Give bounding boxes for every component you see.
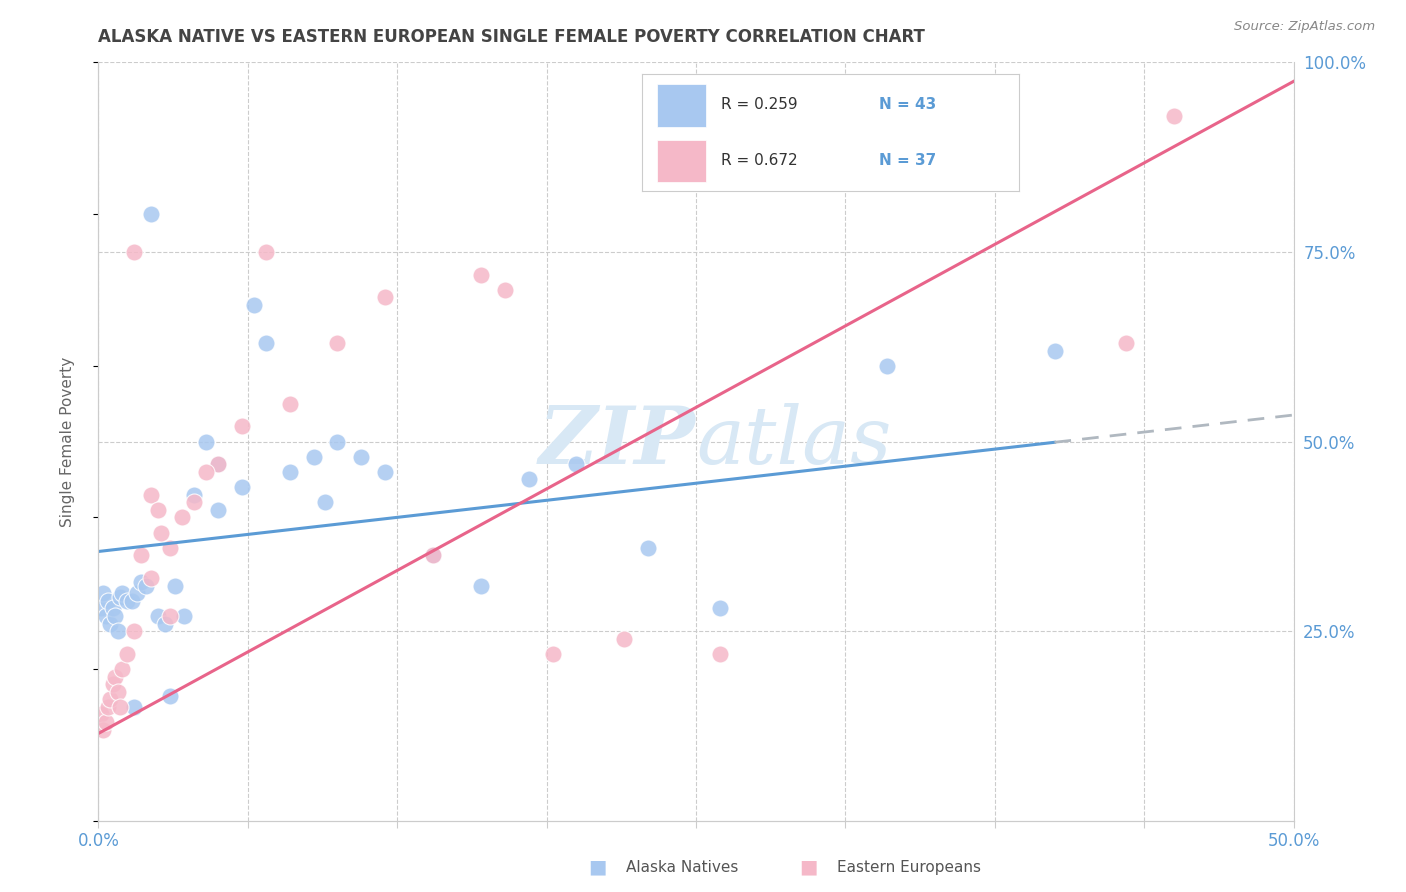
Point [422, 548, 444, 563]
Point [1163, 108, 1185, 122]
Point [374, 291, 396, 305]
Point [124, 244, 146, 259]
Point [131, 548, 153, 563]
Point [94, 608, 117, 623]
Point [207, 458, 229, 472]
Point [108, 590, 131, 604]
Point [124, 699, 146, 714]
Point [148, 608, 170, 623]
Point [565, 458, 588, 472]
Point [101, 601, 124, 615]
Point [135, 579, 157, 593]
Point [159, 541, 181, 555]
Point [107, 624, 129, 639]
Point [709, 647, 731, 661]
Point [97, 699, 120, 714]
Point [163, 579, 186, 593]
Point [159, 608, 181, 623]
Point [111, 586, 134, 600]
Point [709, 601, 731, 615]
Point [350, 450, 373, 464]
Point [278, 465, 301, 479]
Point [90, 601, 112, 615]
Point [91, 723, 114, 737]
Point [326, 335, 349, 350]
Point [124, 624, 146, 639]
Point [172, 510, 194, 524]
Point [121, 594, 143, 608]
Text: ALASKA NATIVE VS EASTERN EUROPEAN SINGLE FEMALE POVERTY CORRELATION CHART: ALASKA NATIVE VS EASTERN EUROPEAN SINGLE… [98, 28, 925, 45]
Point [101, 677, 124, 691]
Point [115, 647, 138, 661]
Text: ■: ■ [799, 857, 818, 877]
Point [183, 487, 205, 501]
Point [131, 574, 153, 589]
Text: ZIP: ZIP [538, 403, 696, 480]
Point [517, 473, 540, 487]
Y-axis label: Single Female Poverty: Single Female Poverty [60, 357, 75, 526]
Point [541, 647, 564, 661]
Point [107, 685, 129, 699]
Point [470, 268, 492, 282]
Point [302, 450, 325, 464]
Point [108, 699, 131, 714]
Point [254, 244, 277, 259]
Point [111, 662, 134, 676]
Point [91, 586, 114, 600]
Point [1043, 343, 1066, 358]
Point [159, 689, 181, 703]
Text: atlas: atlas [696, 403, 891, 480]
Point [94, 715, 117, 730]
Point [207, 503, 229, 517]
Point [422, 548, 444, 563]
Point [195, 465, 218, 479]
Point [104, 608, 127, 623]
Point [125, 586, 148, 600]
Point [326, 434, 349, 449]
Point [494, 283, 516, 297]
Point [315, 495, 337, 509]
Point [183, 495, 205, 509]
Point [470, 579, 492, 593]
Point [1115, 335, 1137, 350]
Text: ■: ■ [588, 857, 607, 877]
Point [876, 359, 898, 373]
Point [637, 541, 659, 555]
Point [231, 419, 253, 434]
Point [98, 692, 122, 706]
Point [195, 434, 218, 449]
Point [254, 335, 277, 350]
Point [139, 207, 162, 221]
Point [207, 458, 229, 472]
Point [139, 571, 162, 585]
Point [149, 525, 172, 540]
Point [115, 594, 138, 608]
Point [155, 616, 177, 631]
Point [173, 608, 195, 623]
Point [139, 487, 162, 501]
Point [374, 465, 396, 479]
Point [104, 669, 127, 683]
Point [97, 594, 120, 608]
Text: Eastern Europeans: Eastern Europeans [837, 860, 980, 874]
Point [231, 480, 253, 494]
Text: Source: ZipAtlas.com: Source: ZipAtlas.com [1234, 20, 1375, 33]
Point [148, 503, 170, 517]
Point [613, 632, 636, 646]
Text: Alaska Natives: Alaska Natives [626, 860, 738, 874]
Point [243, 298, 266, 312]
Point [90, 707, 112, 722]
Point [98, 616, 122, 631]
Point [278, 396, 301, 410]
